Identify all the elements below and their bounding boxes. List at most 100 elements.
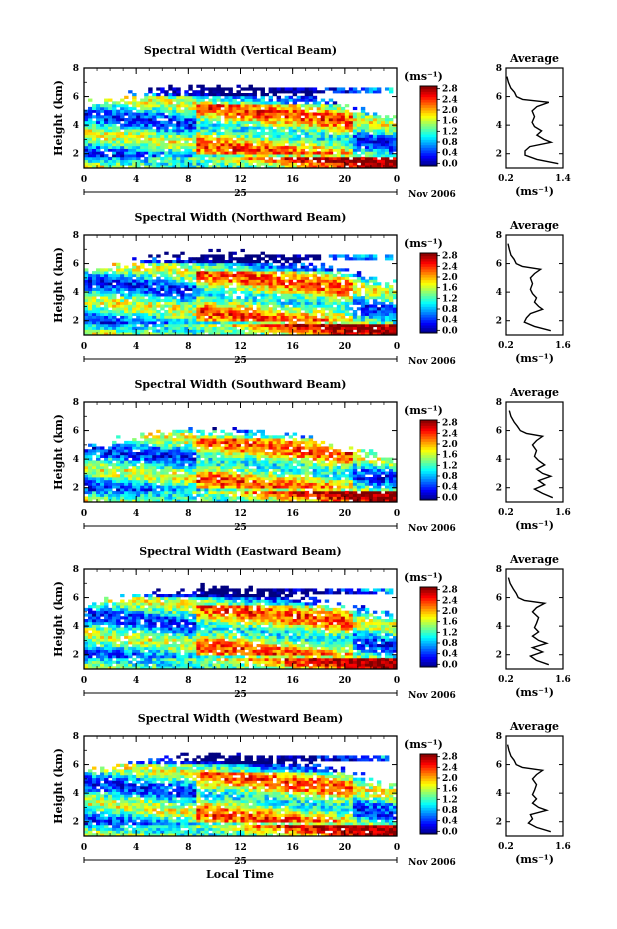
heatmap-cell (140, 443, 145, 447)
heatmap-cell (188, 496, 193, 500)
heatmap-cell (252, 298, 257, 303)
heatmap-cell (200, 307, 205, 311)
heatmap-cell (200, 474, 205, 478)
heatmap-cell (228, 329, 233, 333)
heatmap-cell (176, 145, 181, 149)
heatmap-cell (340, 109, 346, 113)
heatmap-cell (196, 131, 201, 136)
heatmap-cell (272, 293, 278, 297)
heatmap-cell (84, 145, 89, 149)
heatmap-cell (84, 477, 89, 481)
heatmap-cell (132, 329, 137, 333)
heatmap-cell (228, 293, 233, 297)
heatmap-cell (376, 134, 382, 138)
heatmap-cell (268, 318, 273, 322)
heatmap-cell (232, 156, 237, 161)
heatmap-cell (116, 290, 121, 294)
heatmap-cell (108, 123, 113, 127)
heatmap-cell (140, 452, 145, 456)
heatmap-cell (204, 123, 209, 127)
heatmap-cell (104, 162, 109, 166)
heatmap-cell (368, 118, 374, 122)
heatmap-cell (328, 307, 334, 311)
heatmap-cell (384, 287, 390, 291)
heatmap-cell (368, 323, 374, 328)
heatmap-cell (252, 95, 257, 99)
heatmap-cell (272, 290, 278, 294)
heatmap-cell (220, 326, 225, 330)
heatmap-cell (184, 287, 189, 291)
heatmap-cell (252, 134, 257, 138)
heatmap-cell (372, 290, 378, 294)
heatmap-cell (224, 485, 229, 489)
heatmap-cell (96, 131, 101, 136)
heatmap-cell (168, 479, 173, 483)
heatmap-cell (108, 109, 113, 113)
heatmap-cell (276, 104, 282, 108)
heatmap-cell (152, 273, 157, 278)
heatmap-cell (236, 162, 241, 166)
heatmap-cell (192, 104, 197, 108)
heatmap-cell (184, 490, 189, 495)
heatmap-cell (372, 257, 378, 261)
heatmap-cell (136, 290, 141, 294)
heatmap-cell (224, 140, 229, 144)
heatmap-cell (144, 143, 149, 147)
heatmap-cell (144, 454, 149, 458)
heatmap-cell (276, 134, 282, 138)
heatmap-cell (180, 104, 185, 108)
heatmap-cell (296, 90, 302, 94)
heatmap-cell (304, 134, 310, 138)
heatmap-cell (316, 151, 322, 155)
heatmap-cell (252, 282, 257, 286)
heatmap-cell (252, 329, 257, 333)
heatmap-cell (176, 477, 181, 481)
heatmap-cell (200, 310, 205, 314)
heatmap-cell (208, 120, 213, 124)
heatmap-cell (144, 101, 149, 105)
heatmap-cell (164, 260, 169, 264)
heatmap-cell (376, 165, 382, 169)
heatmap-cell (232, 148, 237, 152)
heatmap-cell (372, 137, 378, 141)
heatmap-cell (104, 156, 109, 161)
heatmap-cell (212, 260, 217, 264)
heatmap-cell (336, 159, 342, 163)
heatmap-cell (388, 129, 394, 133)
colorbar-step (420, 134, 437, 138)
heatmap-cell (208, 265, 213, 269)
heatmap-cell (316, 310, 322, 314)
heatmap-cell (136, 329, 141, 333)
heatmap-cell (204, 262, 209, 266)
heatmap-cell (352, 112, 358, 116)
heatmap-cell (184, 460, 189, 464)
heatmap-cell (156, 499, 161, 503)
heatmap-cell (364, 285, 370, 289)
heatmap-cell (156, 285, 161, 289)
heatmap-cell (84, 282, 89, 286)
heatmap-cell (212, 101, 217, 105)
heatmap-cell (100, 151, 105, 155)
heatmap-cell (232, 273, 237, 278)
heatmap-cell (360, 257, 366, 261)
heatmap-cell (264, 268, 269, 272)
heatmap-cell (108, 304, 113, 308)
heatmap-cell (108, 482, 113, 486)
heatmap-cell (100, 312, 105, 316)
heatmap-cell (88, 499, 93, 503)
heatmap-cell (140, 148, 145, 152)
heatmap-cell (132, 165, 137, 169)
heatmap-cell (100, 485, 105, 489)
heatmap-cell (300, 329, 306, 333)
heatmap-cell (392, 154, 398, 158)
heatmap-cell (292, 276, 298, 280)
heatmap-cell (264, 115, 269, 119)
heatmap-cell (312, 332, 318, 336)
heatmap-cell (388, 318, 394, 322)
heatmap-cell (152, 268, 157, 272)
heatmap-cell (168, 438, 173, 442)
heatmap-cell (84, 496, 89, 500)
heatmap-cell (164, 318, 169, 322)
heatmap-cell (232, 120, 237, 124)
heatmap-cell (232, 262, 237, 266)
